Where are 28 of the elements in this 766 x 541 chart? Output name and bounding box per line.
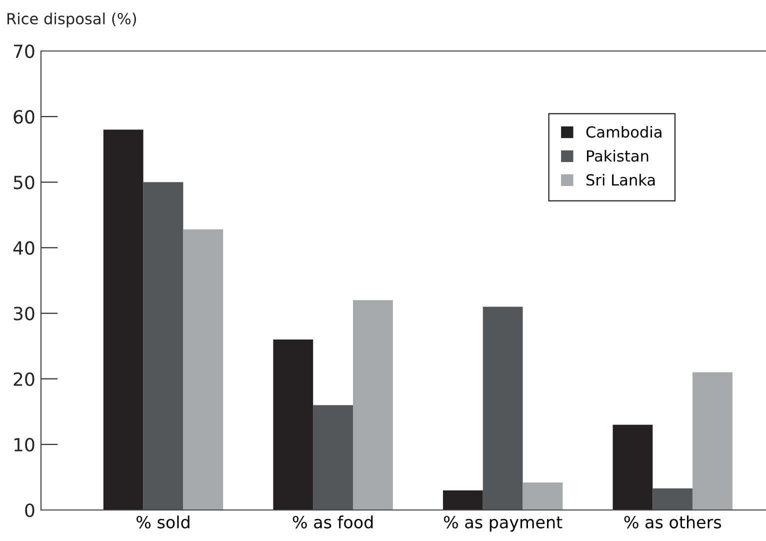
y-axis-title: Rice disposal (%)	[8, 12, 136, 28]
bar	[143, 182, 184, 510]
bar	[273, 340, 314, 510]
x-tick-label: % as others	[624, 516, 722, 528]
bar	[612, 424, 653, 510]
x-tick-label: % as payment	[444, 516, 562, 532]
bar	[482, 306, 523, 510]
bar	[692, 372, 732, 510]
y-tick-label: 50	[14, 176, 34, 190]
bar	[103, 130, 144, 510]
y-tick-label: 20	[14, 372, 34, 386]
legend-label: Cambodia	[586, 126, 662, 138]
x-tick-label: % as food	[292, 516, 373, 528]
x-tick-label: % sold	[136, 516, 190, 528]
y-tick-label: 30	[14, 306, 34, 320]
bar	[522, 482, 563, 510]
y-tick-label: 10	[14, 438, 34, 452]
bar	[352, 300, 393, 510]
y-tick-label: 60	[14, 110, 34, 124]
y-tick-label: 40	[13, 241, 34, 255]
y-tick-label: 70	[14, 44, 34, 58]
bar	[442, 490, 483, 510]
legend-label: Pakistan	[587, 150, 648, 162]
bar	[183, 229, 224, 510]
y-tick-label: 0	[25, 503, 34, 518]
bar	[652, 488, 693, 510]
bar	[313, 405, 353, 510]
legend-label: Sri Lanka	[586, 174, 655, 186]
